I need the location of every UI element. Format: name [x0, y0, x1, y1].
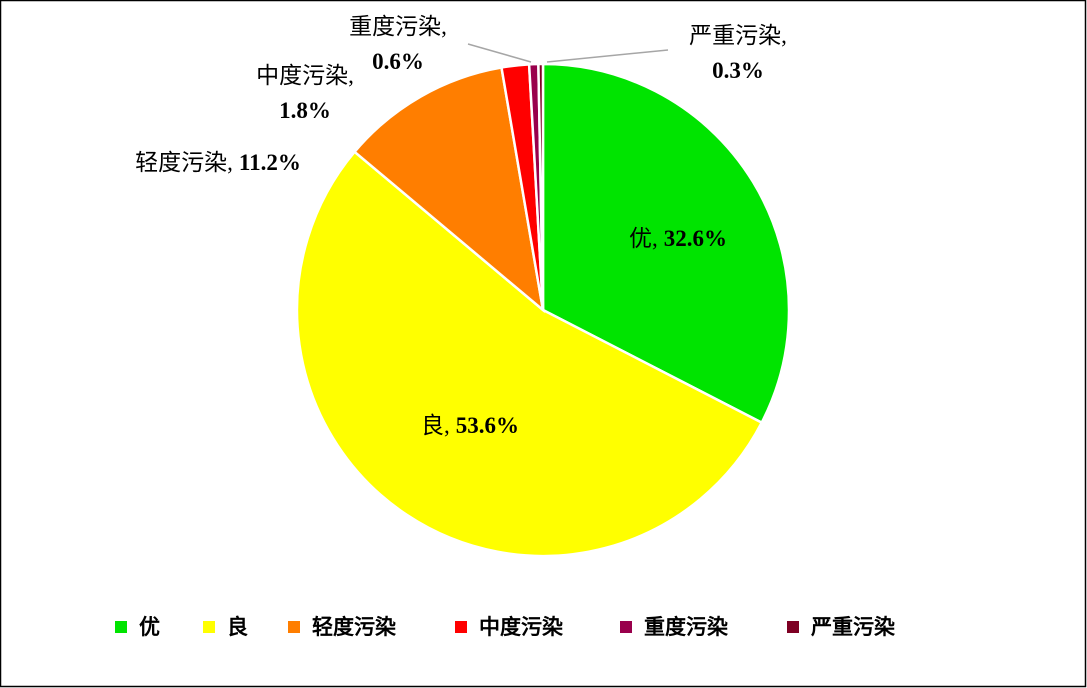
label-value: 0.6%: [372, 49, 424, 74]
legend-label: 优: [139, 615, 160, 639]
label-name: 轻度污染: [135, 150, 227, 175]
pie-slice: [541, 62, 791, 425]
legend-label: 严重污染: [811, 615, 895, 639]
label-value: 11.2%: [239, 150, 301, 175]
pie-slice: [352, 66, 545, 314]
label-value: 32.6%: [664, 226, 727, 251]
label-separator: ,: [652, 226, 658, 251]
legend-label: 重度污染: [644, 615, 728, 639]
legend-swatch: [288, 621, 300, 633]
pie-slice: [537, 62, 545, 311]
legend-swatch: [455, 621, 467, 633]
leader-line: [546, 49, 669, 63]
pie-slice: [295, 150, 764, 558]
data-label: 重度污染, 0.6%: [349, 14, 447, 74]
label-separator: ,: [444, 413, 450, 438]
legend-swatch: [787, 621, 799, 633]
label-separator: ,: [348, 63, 354, 88]
label-separator: ,: [781, 23, 787, 48]
label-name: 良: [421, 413, 444, 438]
label-name: 优: [629, 226, 652, 251]
legend-swatch: [620, 621, 632, 633]
label-name: 中度污染: [256, 63, 348, 88]
label-name: 重度污染: [349, 14, 441, 39]
label-separator: ,: [227, 150, 233, 175]
leader-line: [467, 43, 532, 63]
legend-label: 良: [227, 615, 248, 639]
data-label: 中度污染, 1.8%: [256, 63, 354, 123]
legend-label: 中度污染: [479, 615, 563, 639]
data-label: 严重污染, 0.3%: [689, 23, 787, 83]
label-value: 1.8%: [279, 98, 331, 123]
label-separator: ,: [441, 14, 447, 39]
legend-swatch: [115, 621, 127, 633]
label-value: 53.6%: [456, 413, 519, 438]
data-label: 良, 53.6%: [421, 413, 519, 438]
legend-label: 轻度污染: [312, 615, 396, 639]
legend-swatch: [203, 621, 215, 633]
label-name: 严重污染: [689, 23, 781, 48]
data-label: 优, 32.6%: [629, 226, 727, 251]
label-value: 0.3%: [712, 58, 764, 83]
data-label: 轻度污染, 11.2%: [135, 150, 301, 175]
